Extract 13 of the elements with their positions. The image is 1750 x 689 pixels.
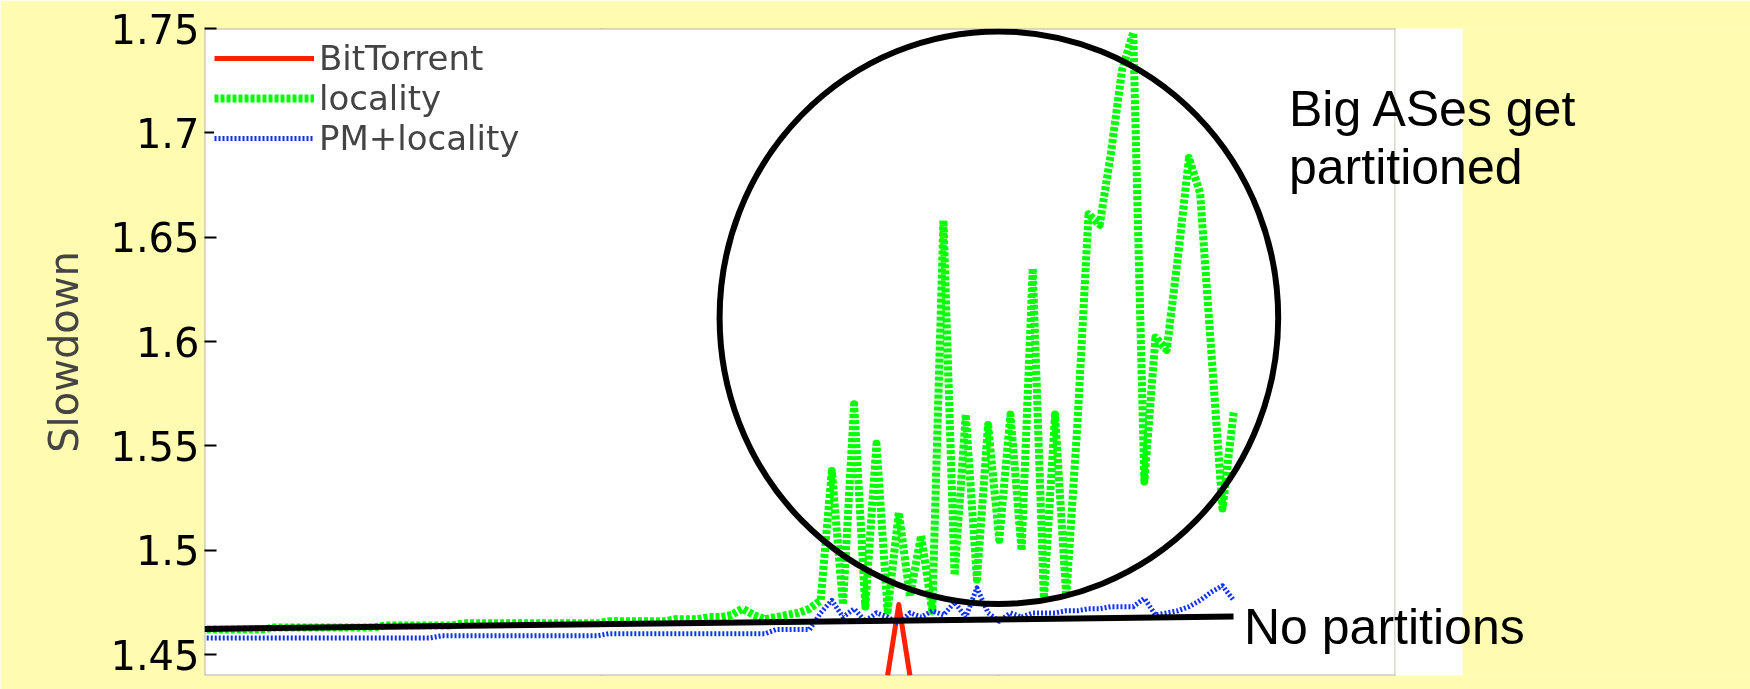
y-tick-label: 1.65 (110, 215, 200, 262)
text: Big ASes get partitioned (1289, 80, 1576, 196)
y-tick-label: 1.45 (110, 632, 200, 679)
y-tick-label: 1.7 (135, 110, 200, 157)
y-tick-label: 1.5 (135, 528, 200, 575)
y-tick-label: 1.6 (135, 319, 200, 366)
legend-label: locality (319, 78, 442, 118)
text: No partitions (1244, 598, 1525, 656)
legend-label: PM+locality (319, 118, 520, 158)
y-tick-label: 1.55 (110, 423, 200, 470)
y-tick-label: 1.75 (110, 6, 200, 53)
legend-label: BitTorrent (319, 38, 484, 78)
y-axis-title: Slowdown (41, 251, 88, 453)
